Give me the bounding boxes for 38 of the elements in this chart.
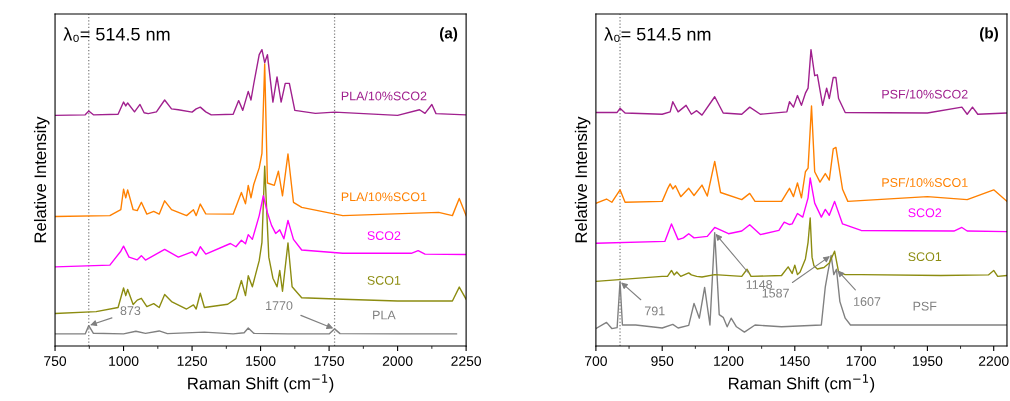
series-label: SCO1 <box>908 252 942 262</box>
annotation: 791 <box>644 306 665 316</box>
annotation: 1587 <box>762 288 789 298</box>
series-label: PLA/10%SCO1 <box>341 192 427 202</box>
text: (a) <box>439 27 458 42</box>
x-tick-label: 1500 <box>246 356 276 366</box>
y-axis-title: Relative Intensity <box>574 116 591 243</box>
x-tick-label: 1000 <box>109 356 139 366</box>
x-tick-label: 2250 <box>451 356 482 366</box>
text: (b) <box>980 27 998 42</box>
x-tick-label: 1450 <box>780 356 810 366</box>
series-label: SCO2 <box>908 208 942 218</box>
x-tick-label: 950 <box>651 356 674 366</box>
series-label: PLA/10%SCO2 <box>341 91 427 101</box>
text: λ₀= 514.5 nm <box>63 27 170 43</box>
series-label: SCO2 <box>367 231 401 241</box>
annotation: 1148 <box>746 280 773 289</box>
series-label: SCO1 <box>367 275 401 285</box>
x-tick-label: 1750 <box>314 356 344 366</box>
y-axis-title: Relative Intensity <box>33 116 50 243</box>
x-tick-label: 1250 <box>177 356 207 366</box>
x-axis-title: Raman Shift (cm$^{−1}$) <box>729 374 875 393</box>
x-axis-title: Raman Shift (cm$^{−1}$) <box>188 374 334 393</box>
x-tick-label: 750 <box>44 356 67 366</box>
x-tick-label: 1950 <box>913 356 943 366</box>
text: λ₀= 514.5 nm <box>604 27 711 43</box>
annotation: 1770 <box>266 301 293 310</box>
series-label: PSF/10%SCO1 <box>882 177 968 187</box>
series-label: PSF/10%SCO2 <box>882 89 968 99</box>
series-label: PLA <box>373 310 396 320</box>
x-tick-label: 1200 <box>714 356 744 366</box>
annotation: 873 <box>120 306 141 316</box>
x-tick-label: 2000 <box>382 356 413 366</box>
x-tick-label: 2200 <box>978 356 1009 366</box>
x-tick-label: 1700 <box>846 356 877 366</box>
x-tick-label: 700 <box>585 356 607 366</box>
annotation: 1607 <box>854 297 881 306</box>
series-label: PSF <box>913 301 937 311</box>
